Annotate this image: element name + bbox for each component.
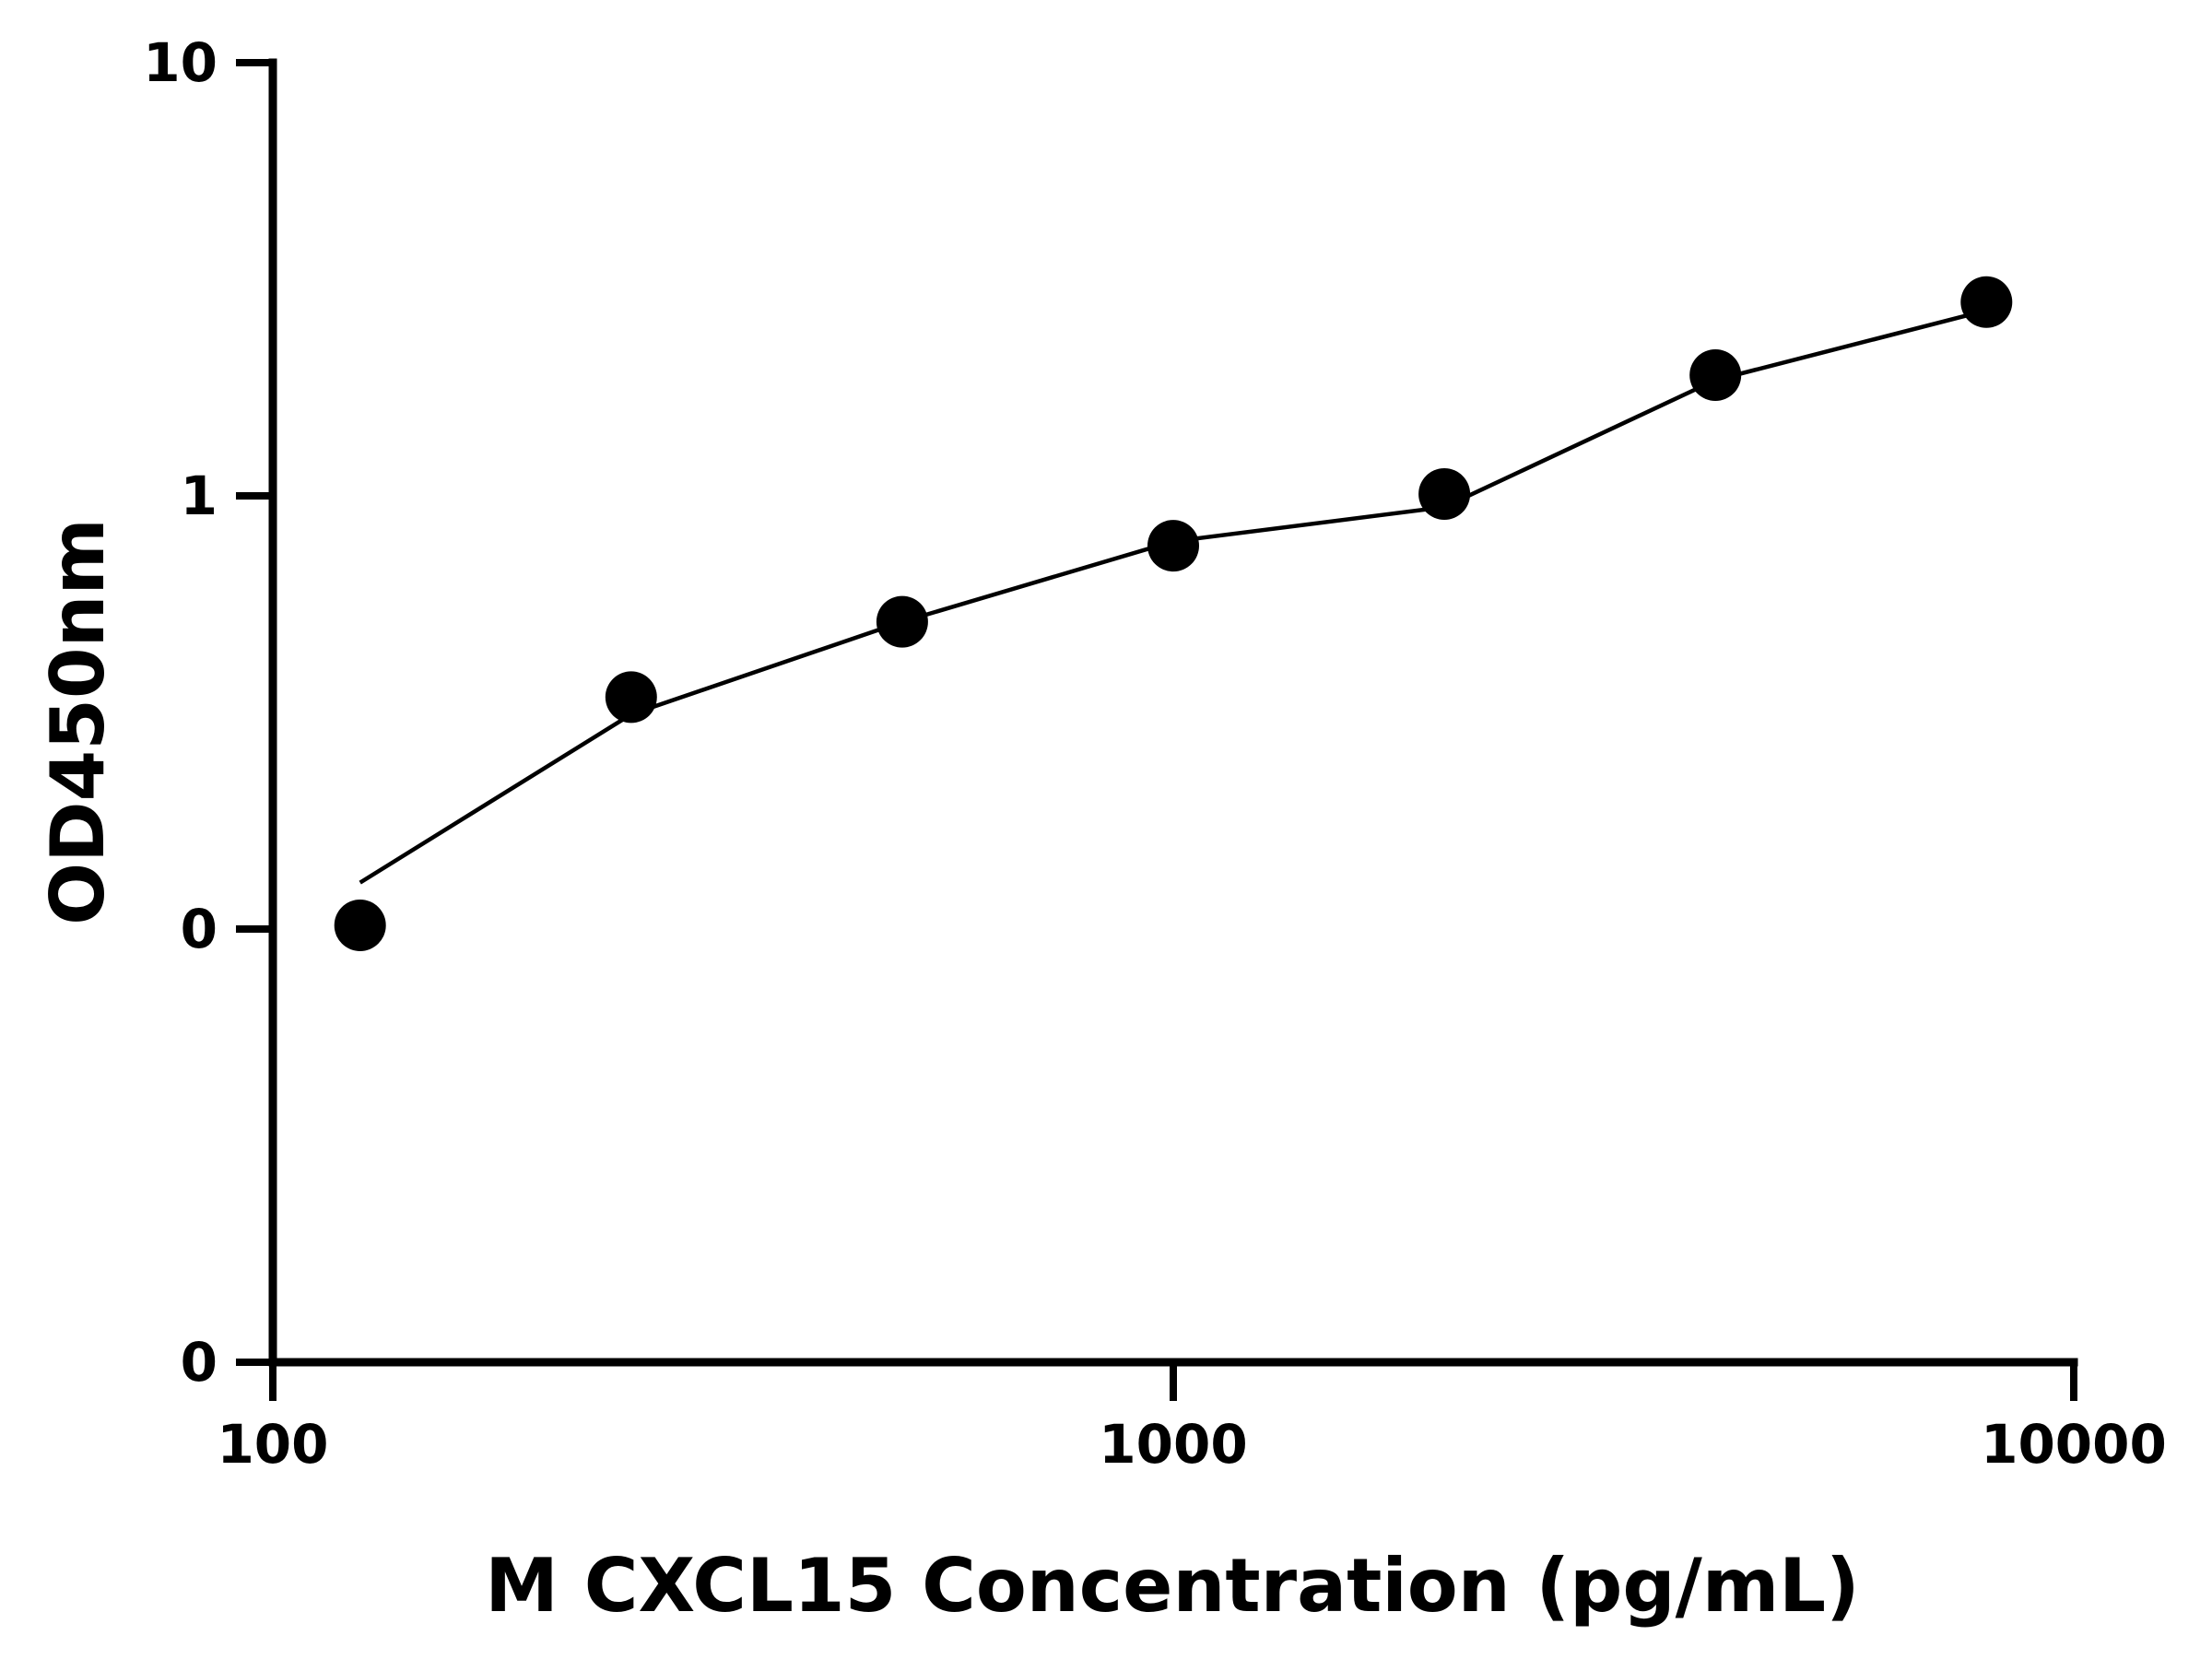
- x-tick-label: 1000: [1099, 1413, 1247, 1476]
- y-tick-label: 1: [181, 465, 218, 527]
- data-point: [334, 900, 386, 951]
- data-point: [1960, 276, 2013, 328]
- data-points: [334, 276, 2013, 951]
- data-point: [1418, 468, 1471, 520]
- x-tick-label: 100: [217, 1413, 328, 1476]
- data-point: [605, 671, 657, 724]
- data-point: [1689, 349, 1742, 401]
- y-tick-label: 10: [143, 31, 218, 94]
- fit-curve: [359, 308, 1987, 885]
- data-point: [876, 595, 928, 648]
- y-tick-label: 0: [181, 1331, 218, 1394]
- x-axis-title: M CXCL15 Concentration (pg/mL): [485, 1543, 1859, 1629]
- x-ticks: 100 1000 10000: [217, 1362, 2167, 1476]
- data-point: [1147, 520, 1199, 572]
- y-tick-label: 0: [181, 898, 218, 960]
- x-tick-label: 10000: [1981, 1413, 2167, 1476]
- y-ticks: 0 0 1 10: [143, 31, 273, 1394]
- y-axis-title: OD450nm: [35, 518, 121, 925]
